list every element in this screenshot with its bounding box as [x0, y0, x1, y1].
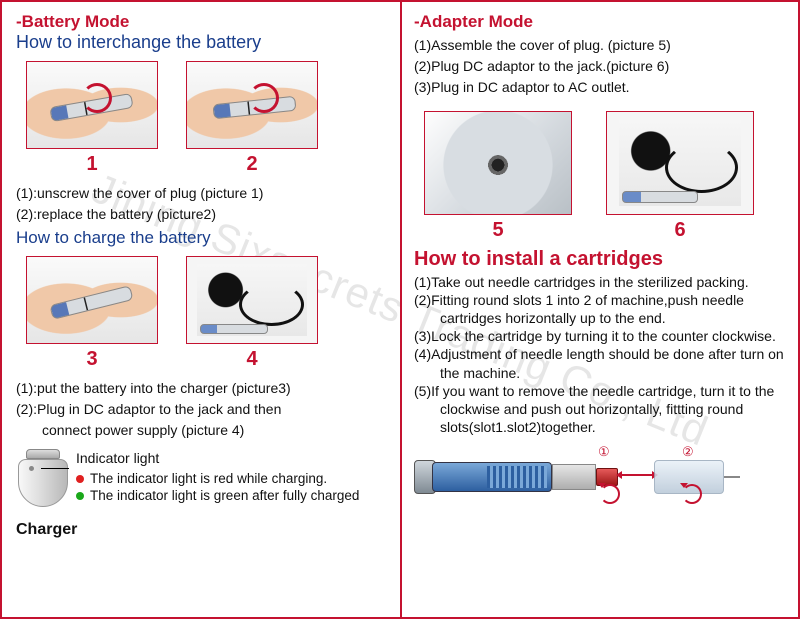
step-1b: (2):replace the battery (picture2): [16, 205, 384, 224]
figure-1-image: [26, 61, 158, 149]
figure-5: 5: [424, 111, 572, 242]
figure-6: 6: [606, 111, 754, 242]
figure-6-number: 6: [674, 219, 685, 242]
install-step-2: (2)Fitting round slots 1 into 2 of machi…: [414, 291, 784, 327]
needle-icon: [724, 476, 740, 478]
adapter-step-1: (1)Assemble the cover of plug. (picture …: [414, 36, 784, 55]
figure-row-1: 1 2: [26, 61, 384, 176]
adapter-step-3: (3)Plug in DC adaptor to AC outlet.: [414, 78, 784, 97]
indicator-green-line: The indicator light is green after fully…: [76, 487, 359, 505]
indicator-green-text: The indicator light is green after fully…: [90, 487, 359, 505]
adapter-steps: (1)Assemble the cover of plug. (picture …: [414, 36, 784, 97]
green-dot-icon: [76, 492, 84, 500]
left-column: -Battery Mode How to interchange the bat…: [2, 2, 398, 617]
step-2a: (1):put the battery into the charger (pi…: [16, 379, 384, 398]
indicator-label: Indicator light: [76, 449, 359, 467]
adapter-step-2: (2)Plug DC adaptor to the jack.(picture …: [414, 57, 784, 76]
figure-2: 2: [186, 61, 318, 176]
battery-mode-title: -Battery Mode: [16, 12, 384, 32]
step-2b: (2):Plug in DC adaptor to the jack and t…: [16, 400, 384, 419]
install-step-3: (3)Lock the cartridge by turning it to t…: [414, 327, 784, 345]
figure-4-number: 4: [246, 348, 257, 371]
figure-5-image: [424, 111, 572, 215]
step-2b-cont: connect power supply (picture 4): [16, 421, 384, 440]
figure-3-image: [26, 256, 158, 344]
rotate-arrow-2-icon: [682, 484, 702, 504]
install-step-5: (5)If you want to remove the needle cart…: [414, 382, 784, 437]
step-1a: (1):unscrew the cover of plug (picture 1…: [16, 184, 384, 203]
indicator-red-text: The indicator light is red while chargin…: [90, 470, 327, 488]
figure-6-image: [606, 111, 754, 215]
charge-steps: (1):put the battery into the charger (pi…: [16, 379, 384, 440]
device-body-icon: [432, 462, 552, 492]
device-mid-icon: [552, 464, 596, 490]
figure-1-number: 1: [86, 153, 97, 176]
figure-2-number: 2: [246, 153, 257, 176]
indicator-red-line: The indicator light is red while chargin…: [76, 470, 359, 488]
charger-illustration: [16, 449, 70, 523]
arrow-horizontal-icon: [622, 474, 652, 476]
install-step-1: (1)Take out needle cartridges in the ste…: [414, 273, 784, 291]
interchange-subtitle: How to interchange the battery: [16, 32, 384, 53]
figure-5-number: 5: [492, 219, 503, 242]
figure-1: 1: [26, 61, 158, 176]
figure-4-image: [186, 256, 318, 344]
adapter-mode-title: -Adapter Mode: [414, 12, 784, 32]
figure-row-3: 5 6: [424, 111, 784, 242]
install-steps: (1)Take out needle cartridges in the ste…: [414, 273, 784, 437]
charge-subtitle: How to charge the battery: [16, 228, 384, 248]
figure-3-number: 3: [86, 348, 97, 371]
indicator-block: Indicator light The indicator light is r…: [16, 449, 384, 523]
figure-row-2: 3 4: [26, 256, 384, 371]
install-cartridge-title: How to install a cartridges: [414, 248, 784, 271]
figure-2-image: [186, 61, 318, 149]
install-step-4: (4)Adjustment of needle length should be…: [414, 345, 784, 381]
device-illustration: ① ②: [414, 446, 754, 504]
rotate-arrow-1-icon: [600, 484, 620, 504]
page-root: Jining Sixsecrets Trading Co., Ltd -Batt…: [0, 0, 800, 619]
figure-3: 3: [26, 256, 158, 371]
interchange-steps: (1):unscrew the cover of plug (picture 1…: [16, 184, 384, 224]
red-dot-icon: [76, 475, 84, 483]
figure-4: 4: [186, 256, 318, 371]
circle-number-1: ①: [598, 444, 610, 460]
indicator-text: Indicator light The indicator light is r…: [76, 449, 359, 504]
charger-label: Charger: [16, 521, 384, 539]
circle-number-2: ②: [682, 444, 694, 460]
right-column: -Adapter Mode (1)Assemble the cover of p…: [400, 2, 798, 617]
